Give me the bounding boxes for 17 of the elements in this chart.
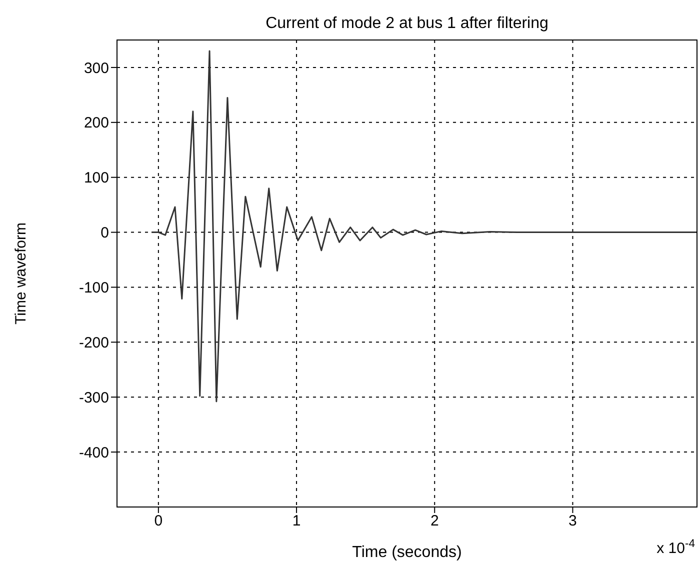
- text: x 10$^{-4}$: [656, 538, 695, 557]
- y-axis-title: Time waveform: [12, 222, 30, 324]
- y-tick-label: -300: [78, 389, 109, 406]
- chart-title: Current of mode 2 at bus 1 after filtering: [266, 15, 548, 32]
- x-tick-label: 0: [154, 512, 163, 530]
- y-tick-label: 300: [84, 60, 109, 77]
- y-tick-label: -200: [78, 334, 109, 352]
- y-tick-label: -100: [78, 280, 109, 297]
- x-axis-title: Time (seconds): [352, 544, 462, 561]
- y-tick-label: 0: [100, 224, 109, 242]
- y-tick-label: 100: [84, 170, 109, 187]
- x-tick-label: 2: [430, 512, 439, 530]
- x-tick-label: 3: [568, 512, 577, 530]
- line-series: [150, 50, 697, 402]
- y-tick-label: -400: [78, 444, 109, 462]
- x-tick-label: 1: [292, 512, 301, 530]
- y-tick-label: 200: [84, 114, 109, 132]
